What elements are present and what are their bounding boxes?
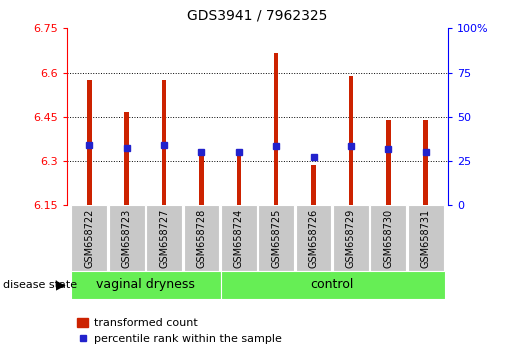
Bar: [109, 205, 145, 271]
Bar: [349, 75, 353, 205]
Bar: [87, 80, 92, 205]
Bar: [183, 205, 219, 271]
Bar: [162, 80, 166, 205]
Text: GDS3941 / 7962325: GDS3941 / 7962325: [187, 9, 328, 23]
Bar: [221, 271, 445, 299]
Bar: [72, 205, 107, 271]
Text: GSM658731: GSM658731: [421, 209, 431, 268]
Bar: [236, 151, 241, 205]
Bar: [72, 271, 221, 299]
Bar: [199, 151, 204, 205]
Text: GSM658727: GSM658727: [159, 209, 169, 268]
Bar: [311, 166, 316, 205]
Bar: [423, 120, 428, 205]
Text: disease state: disease state: [3, 280, 77, 290]
Text: GSM658730: GSM658730: [383, 209, 393, 268]
Text: control: control: [311, 279, 354, 291]
Bar: [258, 205, 294, 271]
Bar: [146, 205, 182, 271]
Bar: [408, 205, 443, 271]
Text: GSM658728: GSM658728: [196, 209, 207, 268]
Bar: [274, 53, 279, 205]
Legend: transformed count, percentile rank within the sample: transformed count, percentile rank withi…: [73, 314, 286, 348]
Text: GSM658729: GSM658729: [346, 209, 356, 268]
Bar: [221, 205, 257, 271]
Text: GSM658726: GSM658726: [308, 209, 319, 268]
Text: GSM658723: GSM658723: [122, 209, 132, 268]
Text: vaginal dryness: vaginal dryness: [96, 279, 195, 291]
Bar: [296, 205, 332, 271]
Bar: [370, 205, 406, 271]
Text: GSM658722: GSM658722: [84, 209, 94, 268]
Text: ▶: ▶: [56, 279, 65, 291]
Bar: [333, 205, 369, 271]
Text: GSM658724: GSM658724: [234, 209, 244, 268]
Text: GSM658725: GSM658725: [271, 209, 281, 268]
Bar: [125, 113, 129, 205]
Bar: [386, 120, 390, 205]
